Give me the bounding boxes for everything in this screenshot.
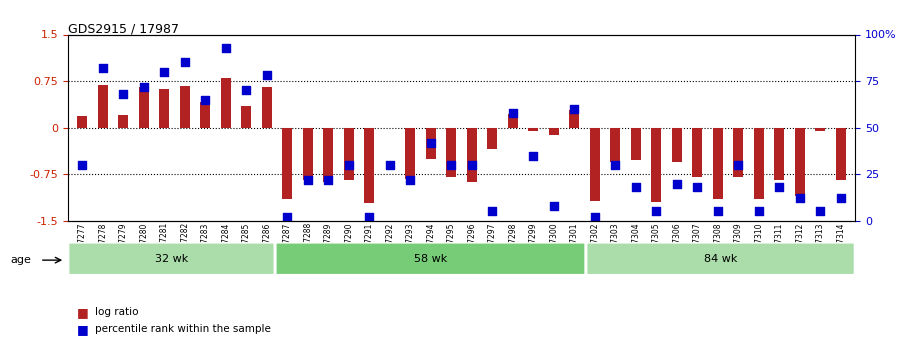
Bar: [775, 128, 785, 180]
Point: [731, 162, 746, 168]
Point: [362, 214, 376, 220]
Point: [629, 185, 643, 190]
Point: [710, 209, 725, 214]
Bar: [529, 128, 538, 131]
Bar: [405, 128, 415, 179]
Bar: [282, 128, 292, 199]
Bar: [569, 110, 579, 128]
Bar: [795, 128, 805, 196]
Point: [526, 153, 540, 158]
Bar: [364, 128, 375, 204]
Text: 84 wk: 84 wk: [704, 254, 738, 264]
Point: [321, 177, 336, 183]
Point: [137, 84, 151, 89]
Bar: [508, 114, 518, 128]
Point: [157, 69, 171, 75]
Text: ■: ■: [77, 306, 89, 319]
Text: ■: ■: [77, 323, 89, 336]
Point: [485, 209, 500, 214]
Point: [341, 162, 356, 168]
Point: [547, 203, 561, 209]
Point: [218, 45, 233, 50]
Bar: [713, 128, 723, 199]
Bar: [548, 128, 559, 135]
Point: [587, 214, 602, 220]
Point: [834, 196, 848, 201]
Point: [177, 60, 192, 65]
Point: [464, 162, 479, 168]
Bar: [302, 128, 313, 180]
Point: [444, 162, 459, 168]
Point: [300, 177, 315, 183]
Bar: [221, 78, 231, 128]
Bar: [590, 128, 600, 201]
Point: [772, 185, 786, 190]
Bar: [262, 87, 271, 128]
Bar: [98, 86, 108, 128]
Point: [793, 196, 807, 201]
Point: [116, 91, 130, 97]
Bar: [487, 128, 498, 149]
Point: [813, 209, 827, 214]
Point: [198, 97, 213, 102]
Point: [691, 185, 705, 190]
FancyBboxPatch shape: [586, 243, 854, 275]
Text: 32 wk: 32 wk: [155, 254, 188, 264]
Bar: [652, 128, 662, 202]
Bar: [610, 128, 621, 162]
Point: [424, 140, 438, 145]
Bar: [241, 106, 252, 128]
Point: [506, 110, 520, 116]
Text: 58 wk: 58 wk: [414, 254, 447, 264]
Bar: [159, 89, 169, 128]
Point: [260, 73, 274, 78]
Bar: [733, 128, 744, 177]
Bar: [119, 115, 129, 128]
Point: [649, 209, 663, 214]
FancyBboxPatch shape: [69, 243, 274, 275]
Bar: [815, 128, 825, 131]
Point: [96, 65, 110, 71]
Text: GDS2915 / 17987: GDS2915 / 17987: [68, 22, 179, 36]
Bar: [200, 101, 210, 128]
Bar: [323, 128, 333, 182]
Bar: [692, 128, 702, 177]
Text: age: age: [11, 256, 32, 265]
Bar: [467, 128, 477, 182]
Bar: [631, 128, 641, 160]
Bar: [77, 117, 88, 128]
Point: [403, 177, 417, 183]
Bar: [835, 128, 846, 180]
Bar: [344, 128, 354, 180]
Point: [75, 162, 90, 168]
Point: [239, 88, 253, 93]
Bar: [425, 128, 436, 159]
FancyBboxPatch shape: [276, 243, 585, 275]
Text: percentile rank within the sample: percentile rank within the sample: [95, 325, 271, 334]
Bar: [138, 87, 148, 128]
Point: [280, 214, 294, 220]
Point: [383, 162, 397, 168]
Point: [670, 181, 684, 186]
Bar: [754, 128, 764, 199]
Point: [567, 106, 582, 112]
Point: [608, 162, 623, 168]
Point: [752, 209, 767, 214]
Bar: [672, 128, 682, 162]
Text: log ratio: log ratio: [95, 307, 138, 317]
Bar: [446, 128, 456, 177]
Bar: [179, 86, 190, 128]
